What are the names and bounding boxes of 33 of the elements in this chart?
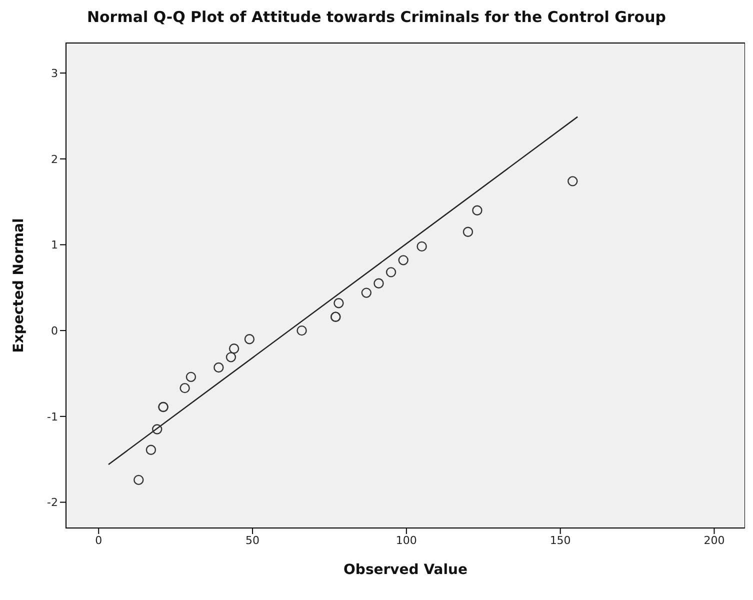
y-tick-label: 3 <box>51 66 58 80</box>
point <box>374 278 384 288</box>
x-tick-label: 100 <box>396 534 417 547</box>
y-tick-label: -2 <box>47 496 58 510</box>
y-axis-title: Expected Normal <box>10 218 27 353</box>
point <box>296 325 307 336</box>
point <box>568 176 578 186</box>
point <box>386 267 396 278</box>
point <box>186 372 196 382</box>
point <box>462 226 474 237</box>
point <box>134 474 144 486</box>
point <box>334 298 344 308</box>
point <box>361 288 372 298</box>
x-axis-title: Observed Value <box>344 562 468 578</box>
point <box>228 343 240 354</box>
x-tick-label: 50 <box>246 534 260 547</box>
y-tick-label: 2 <box>51 152 58 166</box>
point <box>214 362 224 373</box>
point <box>180 382 190 394</box>
y-tick-label: 0 <box>51 324 58 338</box>
x-tick-label: 150 <box>550 534 571 547</box>
x-tick-label: 0 <box>95 534 102 547</box>
point <box>398 255 408 266</box>
point <box>152 424 162 434</box>
chart-title: Normal Q-Q Plot of Attitude towards Criminals for the Control Group <box>86 8 668 26</box>
point <box>244 334 255 344</box>
x-tick-label: 200 <box>704 534 725 547</box>
point <box>472 205 482 216</box>
y-tick-label: -1 <box>47 410 58 424</box>
point <box>146 444 156 455</box>
point <box>226 352 236 362</box>
point <box>416 241 427 252</box>
y-tick-label: 1 <box>51 238 58 252</box>
